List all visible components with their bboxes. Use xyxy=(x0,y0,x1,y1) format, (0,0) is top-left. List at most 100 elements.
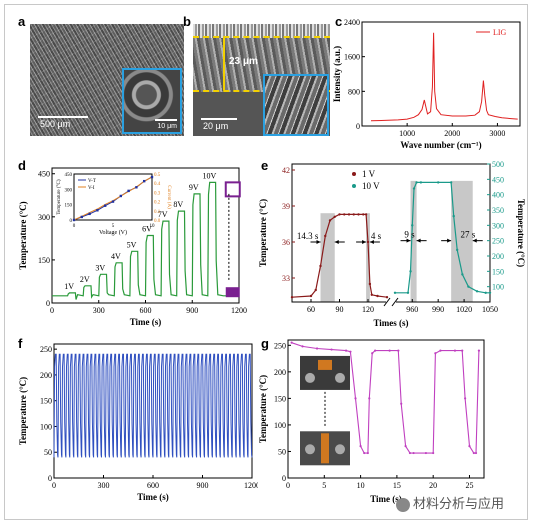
data-point-10v xyxy=(436,181,440,184)
data-point xyxy=(453,349,457,352)
axis-break-gap xyxy=(386,297,396,307)
scale-bar xyxy=(38,116,88,118)
chart-panel-f: 0 300 600 900 1200 0 50 100 150 200 250 Time (s) Tem… xyxy=(18,343,258,502)
thickness-label: 23 μm xyxy=(229,56,258,67)
y-tick-label: 36 xyxy=(282,238,290,247)
x-tick-label: 60 xyxy=(307,305,315,314)
data-point-1v xyxy=(309,294,313,298)
y-tick-label: 100 xyxy=(274,421,286,430)
data-point-1v xyxy=(370,293,373,296)
legend-label: 10 V xyxy=(362,181,380,191)
plot-frame xyxy=(361,21,521,127)
panel-label-f: f xyxy=(18,336,23,351)
data-point-10v xyxy=(409,270,412,273)
inset-y-axis-label-right: Current (A) xyxy=(166,185,171,209)
y-tick-label-right: 350 xyxy=(492,206,504,215)
inset-legend-label: V-T xyxy=(88,179,96,184)
device-photo-clamp xyxy=(305,372,315,383)
inset-y-tick-label-right: 0.4 xyxy=(154,182,161,187)
data-point-1v xyxy=(364,213,368,216)
x-tick-label: 1050 xyxy=(482,305,498,314)
x-tick-label: 1000 xyxy=(399,129,415,138)
y-tick-label: 0 xyxy=(356,122,360,131)
data-point-1v xyxy=(347,213,351,216)
inset-y-tick-label-right: 0.5 xyxy=(154,173,161,178)
data-point xyxy=(461,349,464,352)
temperature-curve-10v xyxy=(395,181,490,294)
thickness-marker xyxy=(223,38,225,90)
data-point-1v xyxy=(290,296,294,299)
x-tick-label: 600 xyxy=(147,481,159,490)
data-point xyxy=(359,445,362,448)
sem-inset-zoom: 10 μm xyxy=(122,68,182,134)
step-voltage-label: 6V xyxy=(142,225,152,234)
step-voltage-label: 8V xyxy=(173,200,183,209)
bottom-boundary-line xyxy=(193,90,330,92)
y-tick-label: 150 xyxy=(38,256,50,265)
cyclic-temperature-curve xyxy=(53,353,253,458)
y-axis-label: Temperature (°C) xyxy=(258,199,268,267)
watermark: 材料分析与应用 xyxy=(396,493,504,512)
legend-marker xyxy=(352,184,356,188)
x-axis-label: Time (s) xyxy=(137,492,169,502)
watermark-icon xyxy=(396,497,410,512)
sem-inset-zoom xyxy=(263,74,329,136)
data-point-1v xyxy=(357,213,360,216)
step-voltage-label: 5V xyxy=(127,240,137,249)
heating-region-1v xyxy=(320,213,335,302)
annotation-label: 27 s xyxy=(461,230,476,240)
chart-panel-d: 0 300 600 900 1200 0 150 300 450 1V 2V 3V 4V 5V 6V 7V 8V… xyxy=(18,167,247,327)
data-point-10v xyxy=(411,224,414,227)
data-point xyxy=(349,350,352,353)
x-tick-label: 960 xyxy=(406,305,418,314)
panel-label-a: a xyxy=(18,14,26,29)
data-point-1v xyxy=(328,219,332,222)
data-point xyxy=(344,349,348,352)
inset-y-tick-label: 450 xyxy=(65,173,73,178)
data-point xyxy=(434,352,437,355)
panel-label-e: e xyxy=(261,158,269,173)
watermark-text: 材料分析与应用 xyxy=(413,497,505,512)
inset-vt-point xyxy=(72,218,76,222)
data-point-10v xyxy=(406,291,410,294)
x-axis-label: Wave number (cm⁻¹) xyxy=(400,140,481,150)
data-point-1v xyxy=(352,213,355,216)
y-tick-label: 800 xyxy=(348,87,360,96)
x-tick-label: 1020 xyxy=(456,305,472,314)
y-tick-label-right: 100 xyxy=(492,283,504,292)
device-icon-hot xyxy=(225,287,240,298)
device-photo-clamp xyxy=(305,444,315,455)
y-axis-label: Temperature (°C) xyxy=(18,201,28,269)
data-point xyxy=(468,445,471,448)
x-tick-label: 20 xyxy=(429,481,437,490)
data-point xyxy=(354,397,357,400)
x-axis-label: Time (s) xyxy=(370,494,402,504)
x-tick-label: 0 xyxy=(52,481,56,490)
scale-label: 500 μm xyxy=(40,119,71,129)
data-point xyxy=(464,397,467,400)
axis-break-mark xyxy=(383,297,391,307)
data-point-10v xyxy=(488,291,492,294)
legend-label: LIG xyxy=(493,28,507,37)
y-tick-label: 0 xyxy=(282,474,286,483)
y-tick-label: 0 xyxy=(48,474,52,483)
data-point-10v xyxy=(412,187,416,190)
x-tick-label: 990 xyxy=(432,305,444,314)
y-tick-label: 50 xyxy=(44,448,52,457)
y-tick-label: 42 xyxy=(282,166,290,175)
legend-marker xyxy=(352,172,356,176)
data-point-1v xyxy=(385,296,389,299)
data-point-10v xyxy=(467,285,470,288)
x-tick-label: 15 xyxy=(393,481,401,490)
inset-frame xyxy=(73,173,153,221)
data-point-10v xyxy=(449,181,453,184)
step-voltage-label: 10V xyxy=(203,171,217,180)
x-tick-label: 0 xyxy=(50,306,54,315)
annotation-label: 4 s xyxy=(371,231,382,241)
data-point-10v xyxy=(484,291,487,294)
data-point xyxy=(477,349,481,352)
step-voltage-label: 9V xyxy=(189,183,199,192)
y-axis-label: Intensity (a.u.) xyxy=(332,46,342,102)
x-tick-label: 10 xyxy=(357,481,365,490)
data-point xyxy=(404,445,407,448)
